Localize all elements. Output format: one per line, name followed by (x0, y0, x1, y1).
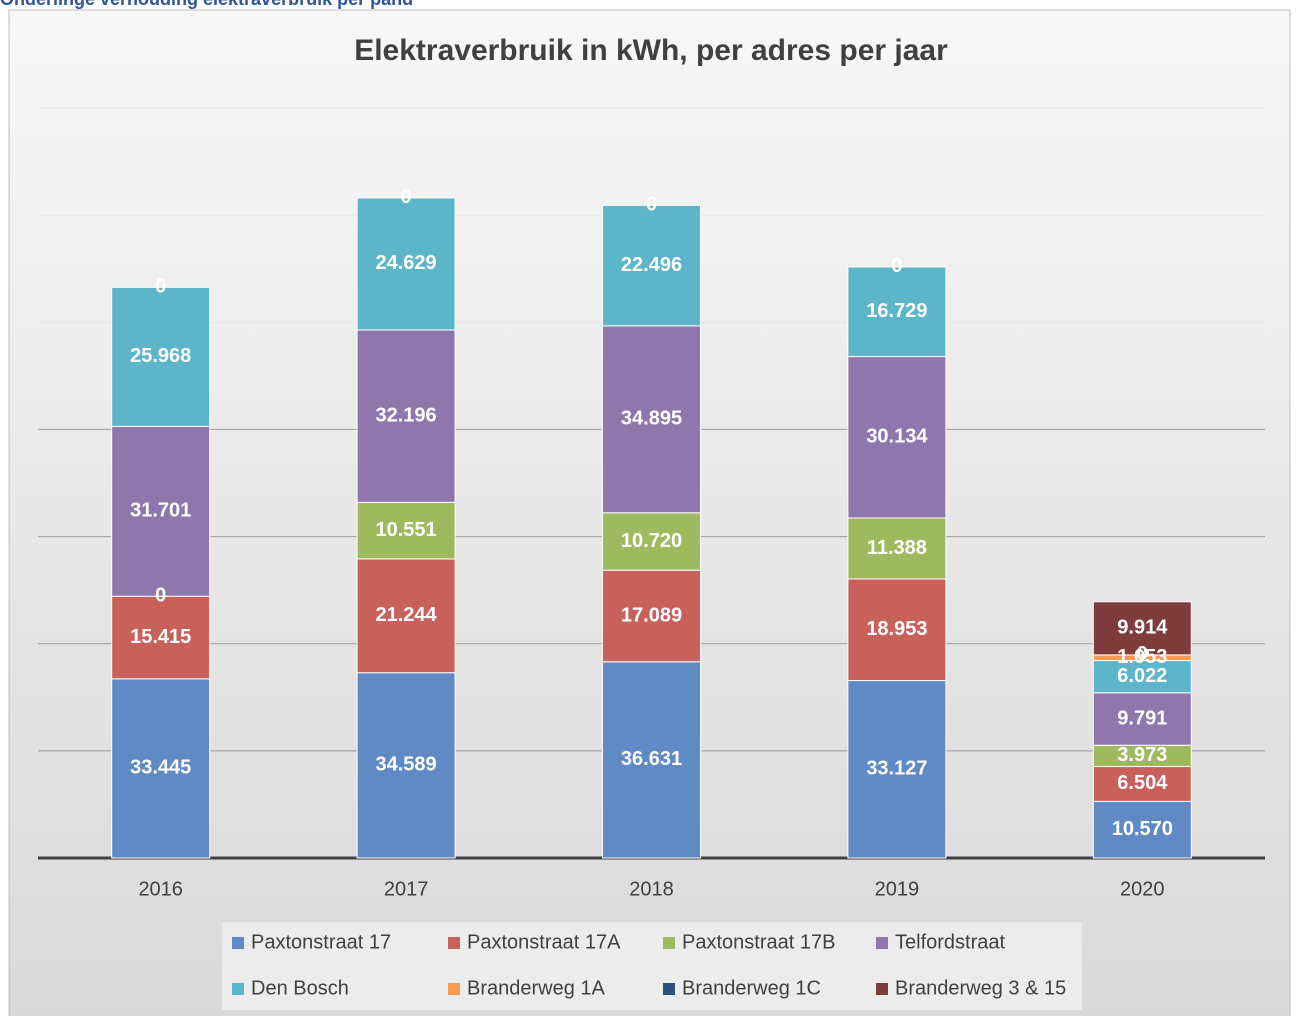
data-label: 15.415 (130, 626, 191, 648)
data-label: 9.791 (1117, 707, 1167, 729)
legend-label: Den Bosch (251, 977, 349, 999)
legend-swatch (448, 983, 460, 995)
data-label: 0 (891, 255, 902, 277)
data-label: 10.570 (1112, 818, 1173, 840)
legend-label: Paxtonstraat 17 (251, 931, 391, 953)
data-label: 10.551 (376, 519, 437, 541)
data-label: 3.973 (1117, 744, 1167, 766)
data-label: 6.504 (1117, 772, 1168, 794)
legend-box (222, 922, 1082, 1010)
data-label: 0 (155, 276, 166, 298)
bar-segment (602, 204, 701, 327)
bar-segment (847, 356, 947, 519)
data-label: 25.968 (130, 345, 191, 367)
legend-swatch (663, 937, 675, 949)
legend-swatch (448, 937, 460, 949)
data-label: 0 (646, 194, 657, 216)
bar-segment (111, 425, 211, 597)
legend-label: Branderweg 3 & 15 (895, 977, 1066, 999)
bar-segment (111, 286, 211, 427)
x-tick-label: 2020 (1120, 878, 1165, 900)
bar-segment (847, 578, 947, 682)
bar-segment (847, 680, 947, 859)
legend-label: Telfordstraat (895, 931, 1005, 953)
data-label: 33.445 (130, 757, 191, 779)
data-label: 34.895 (621, 408, 682, 430)
legend-label: Paxtonstraat 17B (682, 931, 835, 953)
bar-segment (1092, 660, 1192, 694)
bar-segment (602, 661, 701, 859)
data-label: 18.953 (866, 618, 927, 640)
bar-segment (111, 595, 211, 680)
chart-title: Elektraverbruik in kWh, per adres per ja… (354, 34, 948, 67)
legend-swatch (232, 983, 244, 995)
data-label: 22.496 (621, 254, 682, 276)
data-label: 24.629 (376, 252, 437, 274)
data-label: 21.244 (376, 604, 438, 626)
data-label: 34.589 (376, 754, 437, 776)
data-label: 0 (155, 585, 166, 607)
bar-segment (111, 678, 211, 859)
data-label: 10.720 (621, 530, 682, 552)
data-label: 9.914 (1117, 617, 1168, 639)
legend-label: Branderweg 1A (467, 977, 606, 999)
data-label: 11.388 (867, 537, 927, 559)
data-label: 0 (1137, 643, 1148, 665)
bar-segment (602, 569, 701, 663)
legend-swatch (876, 937, 888, 949)
bar-segment (847, 517, 947, 580)
legend-label: Paxtonstraat 17A (467, 931, 621, 953)
data-label: 17.089 (621, 604, 682, 626)
bar-segment (602, 512, 701, 571)
bar-segment (847, 266, 947, 358)
legend-swatch (232, 937, 244, 949)
data-label: 36.631 (621, 748, 682, 770)
bar-segment (602, 325, 701, 514)
x-tick-label: 2019 (875, 878, 920, 900)
legend-swatch (876, 983, 888, 995)
data-label: 30.134 (866, 426, 928, 448)
bar-segment (356, 329, 456, 503)
x-tick-label: 2018 (629, 878, 674, 900)
page-heading: Onderlinge verhouding elektraverbruik pe… (0, 0, 413, 9)
data-label: 6.022 (1117, 665, 1167, 687)
data-label: 0 (401, 186, 412, 208)
data-label: 33.127 (866, 758, 927, 780)
bar-segment (356, 558, 456, 674)
bar-segment (356, 197, 456, 331)
data-label: 1.053 (1117, 646, 1167, 668)
legend-swatch (663, 983, 675, 995)
data-label: 31.701 (130, 500, 191, 522)
legend-label: Branderweg 1C (682, 977, 821, 999)
x-tick-label: 2016 (138, 878, 183, 900)
bar-segment (356, 672, 456, 859)
bar-segment (1092, 800, 1192, 859)
data-label: 32.196 (376, 404, 437, 426)
bar-segment (1092, 766, 1192, 802)
bar-segment (1092, 601, 1192, 656)
x-tick-label: 2017 (384, 878, 429, 900)
data-label: 16.729 (866, 300, 927, 322)
bar-segment (1092, 692, 1192, 746)
